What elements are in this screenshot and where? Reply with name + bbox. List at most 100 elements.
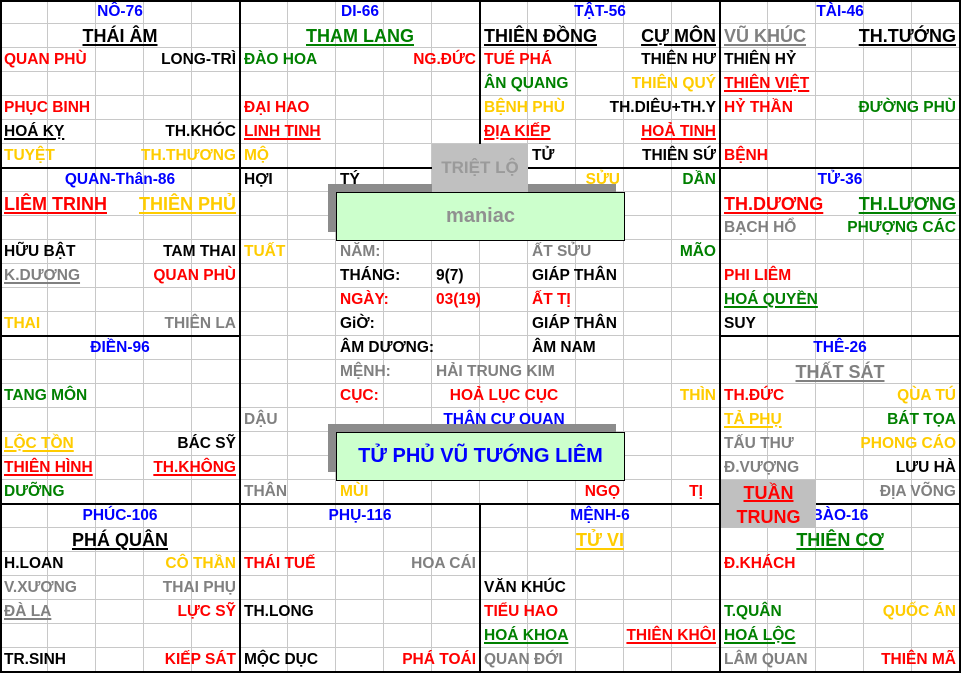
star-label-text: HOÁ QUYỀN [724,291,818,308]
star-label-text: TẤU THƯ [724,435,794,452]
star-label-text: VĂN KHÚC [484,579,566,596]
center-info-label: MÃO [240,240,716,264]
star-label: QUỐC ÁN [720,600,956,624]
star-label: TUYỆT [4,144,55,168]
center-info-label-text: HỢI [244,171,273,188]
center-info-label: CỤC: [340,384,379,408]
star-label: LIÊM TRINH [4,192,107,216]
star-label: TỬ VI [480,528,720,552]
center-info-label-text: ÂM NAM [532,339,596,356]
star-label-text: LÂM QUAN [724,651,808,668]
center-info-label-text: CỤC: [340,387,379,404]
star-label: CỰ MÔN [480,24,716,48]
center-info-label: HẢI TRUNG KIM [436,360,555,384]
star-label: HOÁ KHOA [484,624,568,648]
star-label-text: T.QUÂN [724,603,782,620]
star-label-text: TH.LONG [244,603,314,620]
star-label: TH.THƯƠNG [0,144,236,168]
star-label: THIÊN LA [0,312,236,336]
star-label-text: KIẾP SÁT [164,651,236,668]
star-label-text: THIÊN LA [164,315,236,332]
star-label-text: QUAN ĐỚI [484,651,563,668]
star-label-text: PHI LIÊM [724,267,792,284]
star-label: TH.LƯƠNG [720,192,956,216]
star-label-text: PHONG CÁO [860,435,956,452]
star-label-text: THIÊN HƯ [641,51,716,68]
star-label: LỰC SỸ [0,600,236,624]
center-info-label-text: THÌN [679,387,716,404]
star-label: THÁI ÂM [0,24,240,48]
star-label-text: THẤT SÁT [795,362,885,382]
star-label: TUÉ PHÁ [484,48,552,72]
center-info-label: TUẤT [244,240,285,264]
star-label-text: THIÊN HỶ [724,51,797,68]
center-info-label: MÙI [340,480,368,504]
star-label: VŨ KHÚC [724,24,806,48]
star-label-text: ĐỊA KIẾP [484,123,551,140]
star-label: BỆNH [724,144,768,168]
star-label-text: TỬ VI [576,530,624,550]
star-label: Đ.KHÁCH [724,552,795,576]
star-label-text: THIÊN ĐỒNG [484,26,598,46]
palace-title-tat-text: TẬT-56 [574,3,626,20]
star-label-text: DƯỠNG [4,483,65,500]
star-label-text: PHÁ QUÂN [71,530,168,550]
star-label-text: LƯU HÀ [895,459,956,476]
star-label: THIÊN PHỦ [0,192,236,216]
star-label: TH.KHÔNG [0,456,236,480]
star-label: THIÊN SỨ [480,144,716,168]
palace-title-menh: MỆNH-6 [480,504,720,528]
star-label-text: THAI [4,315,41,332]
star-label: ÂN QUANG [484,72,568,96]
star-label-text: SUY [724,315,756,332]
star-label-text: LỘC TỒN [4,435,74,452]
star-label: TH.DIÊU+TH.Y [480,96,716,120]
star-label: BÁT TỌA [720,408,956,432]
chart-type-label: TỬ PHỦ VŨ TƯỚNG LIÊM [358,445,603,467]
center-info-label: TỊ [672,480,720,504]
tuan-label: TUẦN [743,483,794,503]
star-label-text: THIÊN KHÔI [626,627,716,644]
star-label: THẤT SÁT [720,360,960,384]
name-box: maniac [336,192,625,241]
star-label-text: PHỤC BINH [4,99,91,116]
star-label-text: HỶ THẦN [724,99,793,116]
star-label-text: LỰC SỸ [177,603,236,620]
center-info-label: HỢI [244,168,273,192]
chart-type-box: TỬ PHỦ VŨ TƯỚNG LIÊM [336,432,625,481]
palace-title-dien-text: ĐIỀN-96 [90,339,150,356]
star-label-text: TR.SINH [4,651,66,668]
star-label: ĐÀ LA [4,600,51,624]
palace-title-no: NÔ-76 [0,0,240,24]
star-label-text: BỆNH PHÙ [484,99,565,116]
star-label: TH.TƯỚNG [720,24,956,48]
star-label-text: TH.KHÔNG [153,459,236,476]
border [720,335,961,337]
center-info-label-text: HOẢ LỤC CỤC [449,387,559,404]
center-info-label: SỬU [240,168,620,192]
star-label-text: BẠCH HỔ [724,219,797,236]
star-label: DƯỠNG [4,480,65,504]
star-label: MỘC DỤC [244,648,318,672]
star-label-text: TH.KHÓC [165,123,236,140]
palace-title-di: DI-66 [240,0,480,24]
center-info-label: THÂN [244,480,287,504]
star-label-text: PHÁ TOÁI [402,651,476,668]
star-label-text: ĐÀO HOA [244,51,318,68]
star-label-text: HOÁ KỴ [4,123,65,140]
star-label: HOẢ TINH [480,120,716,144]
star-label: VĂN KHÚC [484,576,566,600]
star-label-text: THIÊN QUÝ [631,75,716,92]
star-label: NG.ĐỨC [240,48,476,72]
center-info-label: ÂM DƯƠNG: [340,336,434,360]
star-label: THIÊN ĐỒNG [484,24,597,48]
star-label-text: CÔ THẦN [165,555,236,572]
palace-title-phu-text: PHỤ-116 [328,507,392,524]
star-label-text: ĐỊA VÕNG [879,483,956,500]
star-label-text: V.XƯƠNG [4,579,77,596]
star-label-text: LONG-TRÌ [161,51,236,68]
star-label: HOÁ LỘC [724,624,795,648]
center-info-label: GIÁP THÂN [532,264,617,288]
star-label: TẢ PHỤ [724,408,782,432]
border [719,0,721,673]
